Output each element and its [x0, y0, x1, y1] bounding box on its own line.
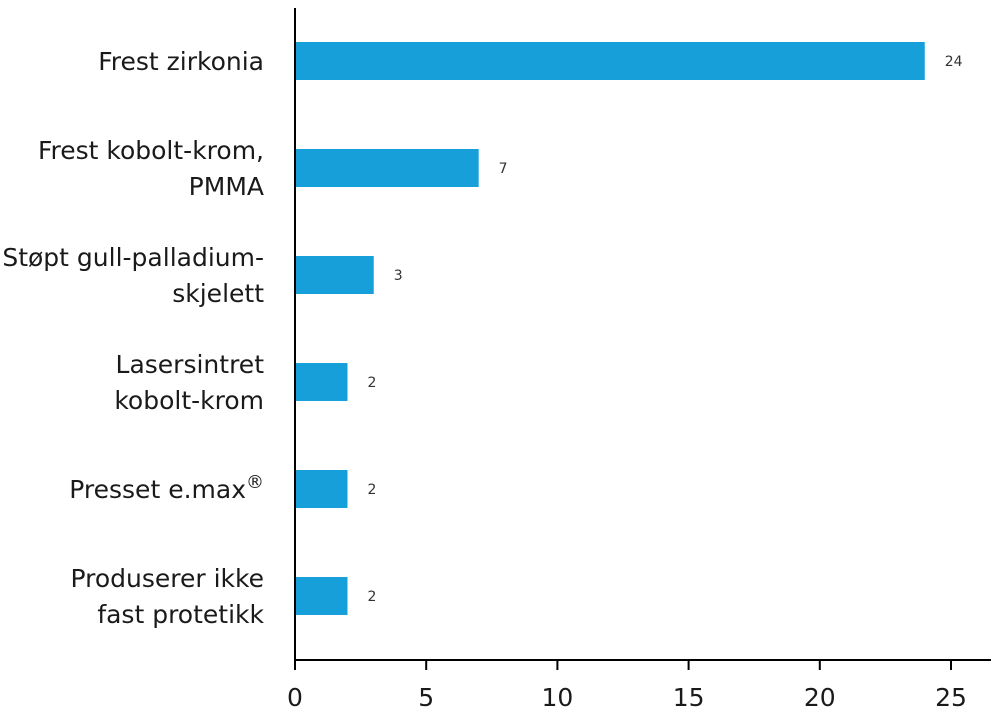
data-label-0: 24	[945, 54, 963, 70]
bar-4	[296, 470, 348, 508]
data-label-3: 2	[367, 375, 376, 391]
bar-2	[296, 256, 374, 294]
x-tick-label-4: 20	[804, 683, 836, 712]
category-label-1: Frest kobolt-krom, PMMA	[38, 136, 264, 201]
category-label-5: Produserer ikke fast protetikk	[70, 564, 264, 629]
bars-group	[296, 42, 925, 615]
data-label-5: 2	[367, 589, 376, 605]
category-label-0: Frest zirkonia	[98, 47, 264, 76]
x-tick-label-1: 5	[418, 683, 434, 712]
axes-group	[294, 8, 991, 661]
x-tick-label-0: 0	[287, 683, 303, 712]
x-tick-label-3: 15	[673, 683, 705, 712]
bar-1	[296, 149, 479, 187]
category-label-3: Lasersintret kobolt-krom	[114, 350, 264, 415]
x-ticks-group: 0 5 10 15 20 25	[287, 660, 967, 712]
x-tick-label-2: 10	[541, 683, 573, 712]
category-label-4: Presset e.max®	[69, 471, 264, 504]
bar-0	[296, 42, 925, 80]
bar-3	[296, 363, 348, 401]
bar-5	[296, 577, 348, 615]
x-tick-label-5: 25	[935, 683, 967, 712]
data-labels-group: 24 7 3 2 2 2	[367, 54, 962, 605]
data-label-1: 7	[499, 161, 508, 177]
data-label-2: 3	[394, 268, 403, 284]
data-label-4: 2	[367, 482, 376, 498]
category-label-2: Støpt gull-palladium-skjelett	[2, 243, 264, 308]
category-labels-group: Frest zirkonia Frest kobolt-krom, PMMA Støp…	[2, 47, 264, 629]
